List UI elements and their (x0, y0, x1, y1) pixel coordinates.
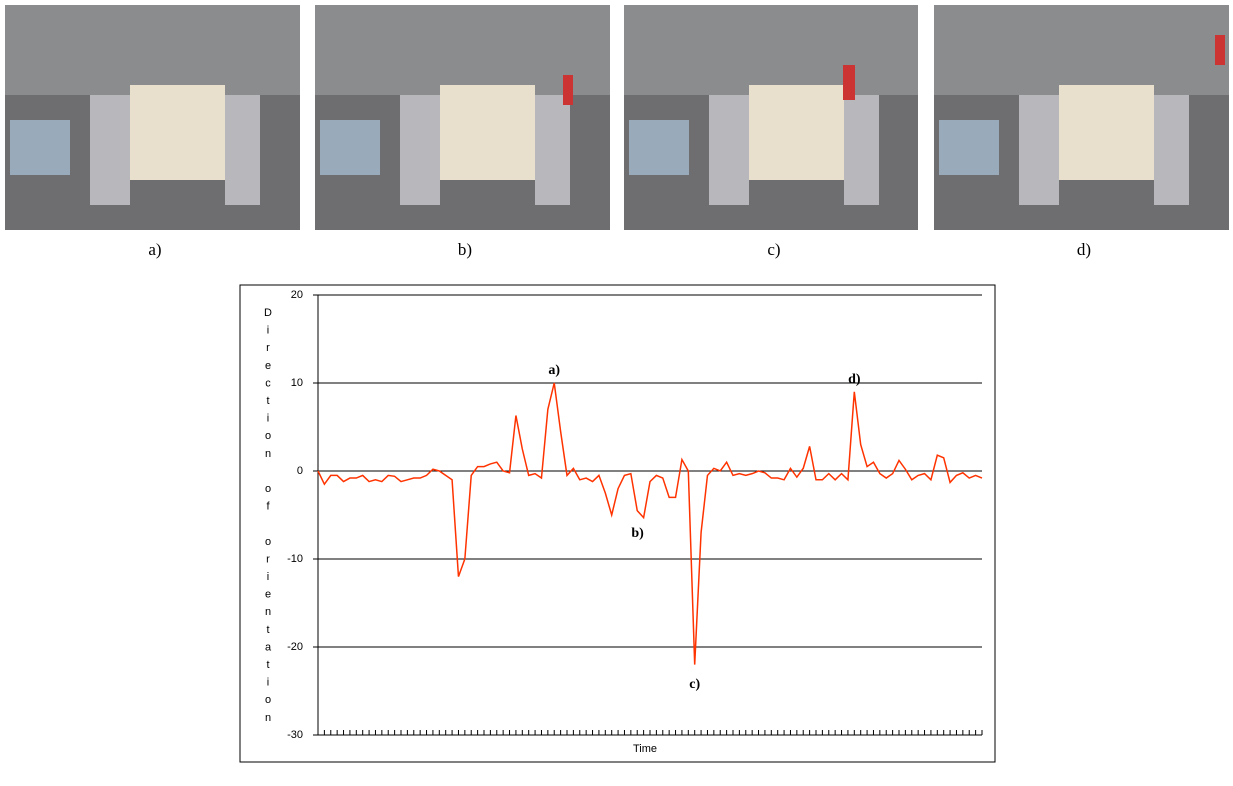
panel-caption: b) (458, 240, 472, 259)
panel-caption: c) (767, 240, 780, 259)
chart-frame (239, 284, 996, 763)
panel-caption: d) (1077, 240, 1091, 259)
annotation: a) (548, 363, 560, 378)
y-tick-label: 0 (297, 465, 303, 477)
photo (624, 5, 918, 230)
y-tick-label: 10 (291, 377, 303, 389)
photo (5, 5, 300, 230)
x-axis-label: Time (633, 743, 657, 755)
panel-caption: a) (148, 240, 161, 259)
photo (315, 5, 610, 230)
photos (5, 5, 1229, 230)
annotation: d) (848, 372, 861, 387)
y-tick-label: -30 (287, 729, 303, 741)
annotation: b) (631, 526, 644, 541)
series-line (317, 382, 983, 665)
y-tick-label: -10 (287, 553, 303, 565)
y-tick-label: -20 (287, 641, 303, 653)
y-tick-label: 20 (291, 289, 303, 301)
photo (934, 5, 1229, 230)
annotation: c) (689, 677, 700, 692)
